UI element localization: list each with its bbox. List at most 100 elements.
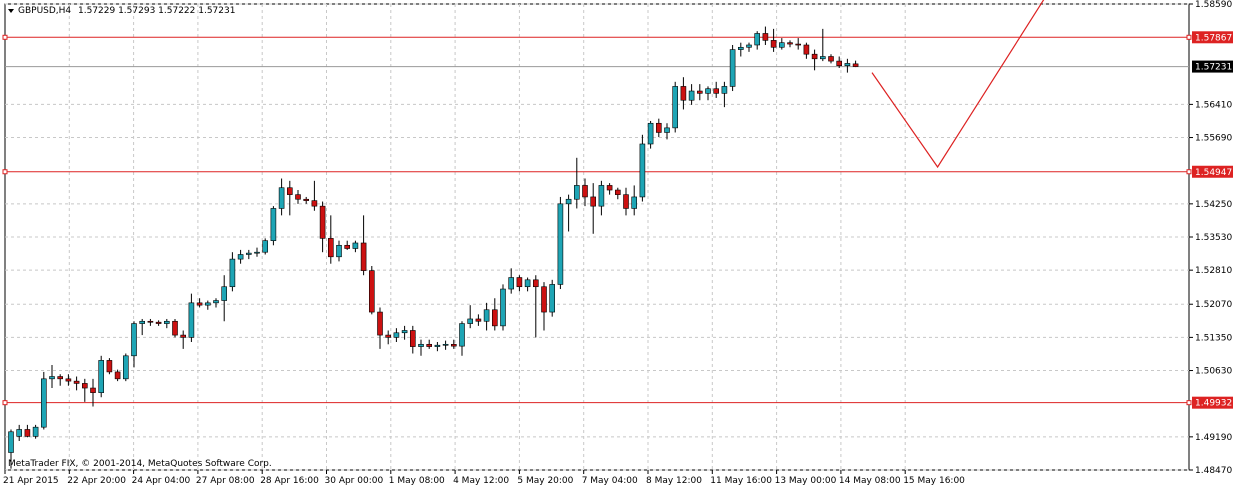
x-tick-label: 1 May 08:00: [389, 476, 445, 486]
x-tick-label: 8 May 12:00: [646, 476, 702, 486]
candle-body-bear: [590, 196, 597, 207]
candle-body-bear: [286, 187, 293, 195]
x-tick-label: 22 Apr 20:00: [67, 476, 126, 486]
candle-body-bull: [254, 251, 260, 254]
y-tick-label: 1.56410: [1195, 100, 1232, 110]
candle-body-bull: [49, 376, 55, 380]
candle-body-bear: [803, 44, 810, 55]
candle-body-bull: [778, 42, 785, 48]
candle-body-bear: [65, 378, 72, 382]
candle-body-bear: [426, 343, 433, 347]
candle-body-bull: [139, 320, 145, 324]
grid: [5, 3, 1189, 471]
candle-body-bear: [90, 387, 96, 393]
candle-body-bull: [205, 302, 211, 306]
candle-body-bear: [532, 279, 539, 288]
x-tick-label: 13 May 00:00: [775, 476, 837, 486]
x-tick-label: 28 Apr 16:00: [260, 476, 319, 486]
y-tick-label: 1.48470: [1195, 466, 1232, 476]
candle-body-bull: [754, 33, 761, 46]
candle-body-bear: [762, 33, 769, 41]
candle-body-bull: [221, 286, 227, 301]
candle-body-bear: [811, 53, 818, 60]
price-level-tag: [1192, 396, 1233, 409]
candle-body-bear: [770, 40, 777, 48]
candle-body-bull: [647, 122, 654, 145]
header: GBPUSD,H4 1.57229 1.57293 1.57222 1.5723…: [8, 6, 235, 16]
candle-body-bear: [319, 205, 326, 239]
symbol-label: GBPUSD,H4: [18, 6, 71, 16]
level-handle-right[interactable]: [1186, 34, 1192, 40]
y-tick-label: 1.52810: [1195, 266, 1232, 276]
price-level-tag-label: 1.49932: [1195, 399, 1232, 409]
candle-body-bear: [828, 56, 834, 62]
candle-body-bear: [582, 185, 588, 198]
candle-body-bull: [270, 208, 277, 241]
candle-body-bear: [311, 200, 318, 207]
candle-body-bull: [508, 277, 515, 290]
horizontal-levels[interactable]: 1.57867 1.54947 1.49932: [2, 31, 1233, 409]
projection-line[interactable]: [871, 0, 1045, 169]
level-handle-left[interactable]: [2, 34, 8, 40]
candle-body-bear: [24, 429, 31, 437]
ohlc-values: 1.57229 1.57293 1.57222 1.57231: [78, 6, 235, 16]
candle-body-bull: [393, 332, 400, 338]
candle-body-bear: [614, 189, 621, 195]
candle-body-bull: [352, 242, 359, 249]
candle-body-bear: [196, 302, 203, 306]
candle-body-bear: [696, 90, 703, 94]
candle-body-bear: [409, 330, 416, 347]
candle-body-bear: [795, 43, 802, 46]
level-handle-left[interactable]: [2, 169, 8, 175]
candle-body-bull: [664, 127, 670, 133]
forecast-polyline[interactable]: [871, 0, 1045, 169]
candle-body-bear: [303, 198, 310, 201]
price-level-tag: [1192, 165, 1233, 178]
candle-body-bear: [655, 122, 662, 133]
candle-body-bull: [483, 309, 490, 322]
candle-body-bear: [82, 383, 88, 389]
candle-body-bear: [327, 238, 334, 258]
candle-body-bull: [229, 258, 236, 288]
plot-frame: [4, 3, 1190, 471]
candle-body-bull: [705, 88, 711, 94]
level-handle-left[interactable]: [2, 400, 8, 406]
copyright-label: MetaTrader FIX, © 2001-2014, MetaQuotes …: [8, 459, 272, 469]
x-axis: 21 Apr 2015 22 Apr 20:00 24 Apr 04:00 27 Ap…: [3, 470, 965, 486]
y-tick-label: 1.51350: [1195, 333, 1232, 343]
candle-body-bull: [131, 323, 137, 357]
y-tick-label: 1.55690: [1195, 134, 1232, 144]
candle-body-bull: [549, 284, 556, 313]
candle-body-bear: [344, 244, 351, 249]
candle-body-bear: [385, 334, 392, 338]
candle-body-bear: [491, 309, 498, 327]
x-tick-label: 24 Apr 04:00: [132, 476, 191, 486]
candle-body-bull: [237, 254, 244, 260]
x-tick-label: 21 Apr 2015: [3, 476, 59, 486]
candle-body-bear: [73, 380, 80, 384]
candle-body-bull: [737, 46, 744, 50]
candle-body-bull: [123, 355, 129, 380]
level-handle-right[interactable]: [1186, 169, 1192, 175]
candle-body-bull: [573, 185, 580, 200]
candle-body-bear: [606, 185, 613, 191]
level-handle-right[interactable]: [1186, 400, 1192, 406]
candle-body-bull: [459, 323, 465, 347]
candle-body-bear: [516, 277, 523, 288]
current-price-label: 1.57231: [1195, 63, 1232, 73]
candle-body-bull: [213, 300, 219, 304]
candle-body-bear: [852, 63, 859, 67]
candle-body-bull: [672, 86, 679, 129]
candle-body-bear: [106, 360, 113, 373]
dropdown-arrow-icon[interactable]: [8, 9, 14, 13]
candle-body-bull: [40, 378, 47, 428]
candle-body-bull: [262, 240, 269, 253]
x-tick-label: 5 May 20:00: [517, 476, 573, 486]
candle-body-bull: [631, 196, 638, 209]
x-tick-label: 4 May 12:00: [453, 476, 509, 486]
price-level-tag: [1192, 31, 1233, 44]
candle-body-bear: [368, 270, 375, 313]
candle-body-bull: [336, 244, 342, 258]
candle-body-bull: [557, 203, 564, 285]
